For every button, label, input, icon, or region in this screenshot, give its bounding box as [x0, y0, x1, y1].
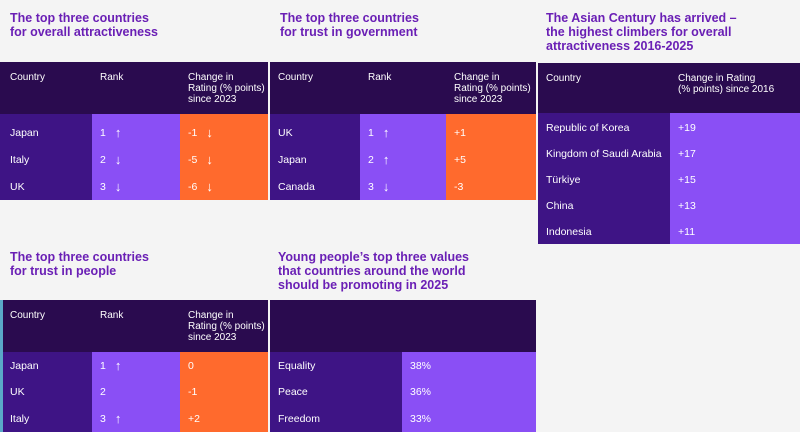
change-cell: -6 ↓ [180, 173, 268, 200]
country-cell: UK [0, 173, 92, 200]
table-row: Canada 3 ↓ -3 [270, 173, 536, 200]
rank-cell: 1 ↑ [360, 119, 446, 146]
percent-cell: 36% [402, 379, 536, 405]
header-change: Change in Rating (% points) since 2023 [188, 310, 265, 343]
country-cell: Kingdom of Saudi Arabia [538, 141, 670, 167]
table-row: Freedom 33% [270, 405, 536, 432]
rank-cell: 1 ↑ [92, 353, 180, 379]
panel-trust-government: The top three countries for trust in gov… [270, 0, 536, 240]
country-cell: Canada [270, 173, 360, 200]
change-cell: -3 [446, 173, 536, 200]
value-cell: Peace [270, 379, 402, 405]
change-cell: +17 [670, 141, 800, 167]
table-row: Italy 3 ↑ +2 [0, 405, 268, 432]
arrow-up-icon: ↑ [382, 124, 390, 140]
table-row: Japan 2 ↑ +5 [270, 146, 536, 173]
change-cell: +13 [670, 193, 800, 219]
country-cell: Japan [270, 146, 360, 173]
change-cell: -1 [180, 379, 268, 405]
arrow-down-icon: ↓ [206, 178, 213, 194]
table-row: Peace 36% [270, 379, 536, 405]
header-country: Country [10, 72, 46, 83]
change-cell: +15 [670, 167, 800, 193]
percent-cell: 33% [402, 405, 536, 432]
arrow-down-icon: ↓ [206, 151, 213, 167]
change-cell: +2 [180, 405, 268, 432]
country-cell: UK [270, 119, 360, 146]
header-country: Country [546, 73, 582, 84]
header-change: Change in Rating (% points) since 2023 [188, 72, 265, 105]
header-rank: Rank [100, 310, 124, 321]
table-row: Kingdom of Saudi Arabia +17 [538, 141, 800, 167]
arrow-up-icon: ↑ [114, 410, 122, 426]
table-row: Italy 2 ↓ -5 ↓ [0, 146, 268, 173]
table-row: Japan 1 ↑ -1 ↓ [0, 119, 268, 146]
arrow-down-icon: ↓ [114, 178, 122, 194]
arrow-down-icon: ↓ [382, 178, 390, 194]
table-row: UK 1 ↑ +1 [270, 119, 536, 146]
rank-cell: 3 ↑ [92, 405, 180, 432]
panel-title: The top three countries for trust in gov… [280, 11, 419, 39]
panel-young-values: Young people’s top three values that cou… [270, 240, 536, 432]
value-cell: Freedom [270, 405, 402, 432]
table-header: Country Rank Change in Rating (% points)… [270, 62, 536, 114]
table-header: Country Rank Change in Rating (% points)… [0, 62, 268, 114]
change-cell: +5 [446, 146, 536, 173]
header-country: Country [278, 72, 314, 83]
arrow-down-icon: ↓ [206, 124, 213, 140]
country-cell: China [538, 193, 670, 219]
country-cell: Republic of Korea [538, 115, 670, 141]
panel-trust-people: The top three countries for trust in peo… [0, 240, 268, 432]
arrow-up-icon: ↑ [114, 358, 122, 373]
change-cell: 0 [180, 353, 268, 379]
table-header: Country Rank Change in Rating (% points)… [0, 300, 268, 352]
table-row: Equality 38% [270, 353, 536, 379]
arrow-up-icon: ↑ [382, 151, 390, 167]
percent-cell: 38% [402, 353, 536, 379]
arrow-down-icon: ↓ [114, 151, 122, 167]
change-cell: -1 ↓ [180, 119, 268, 146]
change-cell: +11 [670, 219, 800, 244]
rank-cell: 3 ↓ [92, 173, 180, 200]
panel-title: The top three countries for overall attr… [10, 11, 158, 39]
header-change: Change in Rating (% points) since 2023 [454, 72, 531, 105]
header-change: Change in Rating (% points) since 2016 [678, 73, 775, 95]
country-cell: Japan [3, 353, 92, 379]
change-cell: +19 [670, 115, 800, 141]
rank-cell: 2 ↓ [92, 146, 180, 173]
rank-cell: 2 [92, 379, 180, 405]
panel-title: The top three countries for trust in peo… [10, 250, 149, 278]
country-cell: Italy [3, 405, 92, 432]
panel-asian-century: The Asian Century has arrived – the high… [538, 0, 800, 244]
rank-cell: 1 ↑ [92, 119, 180, 146]
change-cell: -5 ↓ [180, 146, 268, 173]
change-cell: +1 [446, 119, 536, 146]
header-country: Country [10, 310, 46, 321]
table-row: UK 3 ↓ -6 ↓ [0, 173, 268, 200]
table-row: UK 2 -1 [0, 379, 268, 405]
header-rank: Rank [368, 72, 392, 83]
country-cell: Indonesia [538, 219, 670, 244]
country-cell: Japan [0, 119, 92, 146]
table-row: China +13 [538, 193, 800, 219]
table-header: Country Change in Rating (% points) sinc… [538, 63, 800, 113]
header-rank: Rank [100, 72, 124, 83]
panel-overall-attractiveness: The top three countries for overall attr… [0, 0, 268, 240]
panel-title: Young people’s top three values that cou… [278, 250, 470, 292]
country-cell: Italy [0, 146, 92, 173]
country-cell: Türkiye [538, 167, 670, 193]
table-header [270, 300, 536, 352]
rank-cell: 2 ↑ [360, 146, 446, 173]
arrow-up-icon: ↑ [114, 124, 122, 140]
table-row: Japan 1 ↑ 0 [0, 353, 268, 379]
country-cell: UK [3, 379, 92, 405]
table-row: Indonesia +11 [538, 219, 800, 244]
table-row: Republic of Korea +19 [538, 115, 800, 141]
rank-cell: 3 ↓ [360, 173, 446, 200]
panel-title: The Asian Century has arrived – the high… [546, 11, 737, 53]
value-cell: Equality [270, 353, 402, 379]
table-row: Türkiye +15 [538, 167, 800, 193]
